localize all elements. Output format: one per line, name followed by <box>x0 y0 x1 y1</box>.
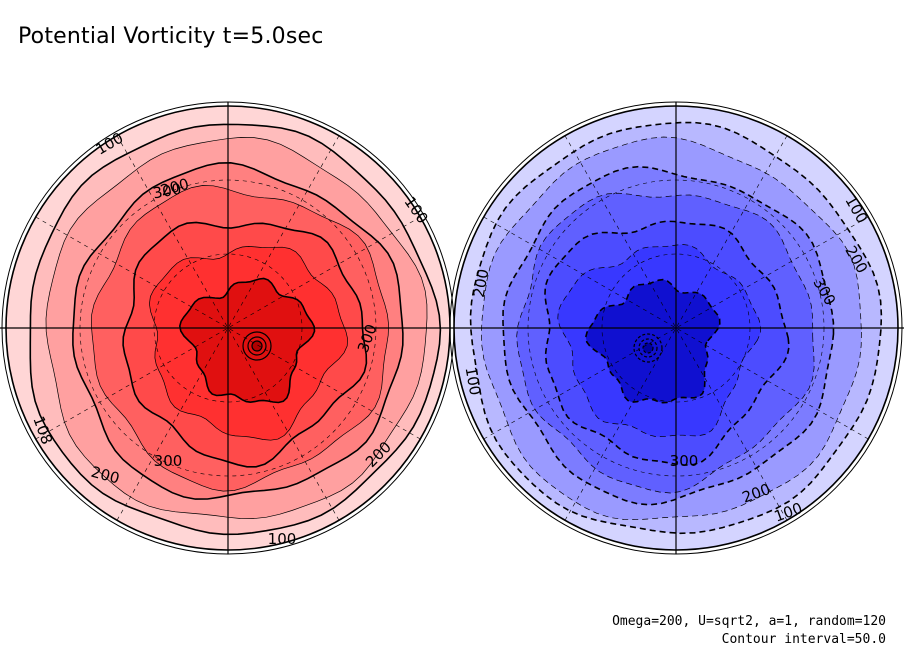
vortex-core-ring <box>251 340 263 352</box>
chart-title: Potential Vorticity t=5.0sec <box>18 24 324 49</box>
contour-label: 100 <box>462 365 485 396</box>
contour-band-450 <box>178 277 316 404</box>
radial-gridline <box>116 135 340 521</box>
contour-label: 200 <box>470 267 493 298</box>
radial-gridline <box>483 216 869 440</box>
contour-label: 300 <box>670 452 699 470</box>
contour-label: 300 <box>154 452 183 470</box>
vortex-core-ring <box>642 342 654 354</box>
radial-gridline <box>35 216 421 440</box>
contour-label: 300 <box>151 180 182 203</box>
radial-gridline <box>564 135 788 521</box>
vortex-core-ring <box>638 338 658 358</box>
vortex-core-ring <box>633 333 663 363</box>
contour-label: 100 <box>268 530 297 548</box>
vortex-core-ring <box>247 336 267 356</box>
parameters-note: Omega=200, U=sqrt2, a=1, random=120 <box>612 614 886 629</box>
vortex-core-ring <box>242 331 272 361</box>
contour-interval-note: Contour interval=50.0 <box>721 632 886 647</box>
